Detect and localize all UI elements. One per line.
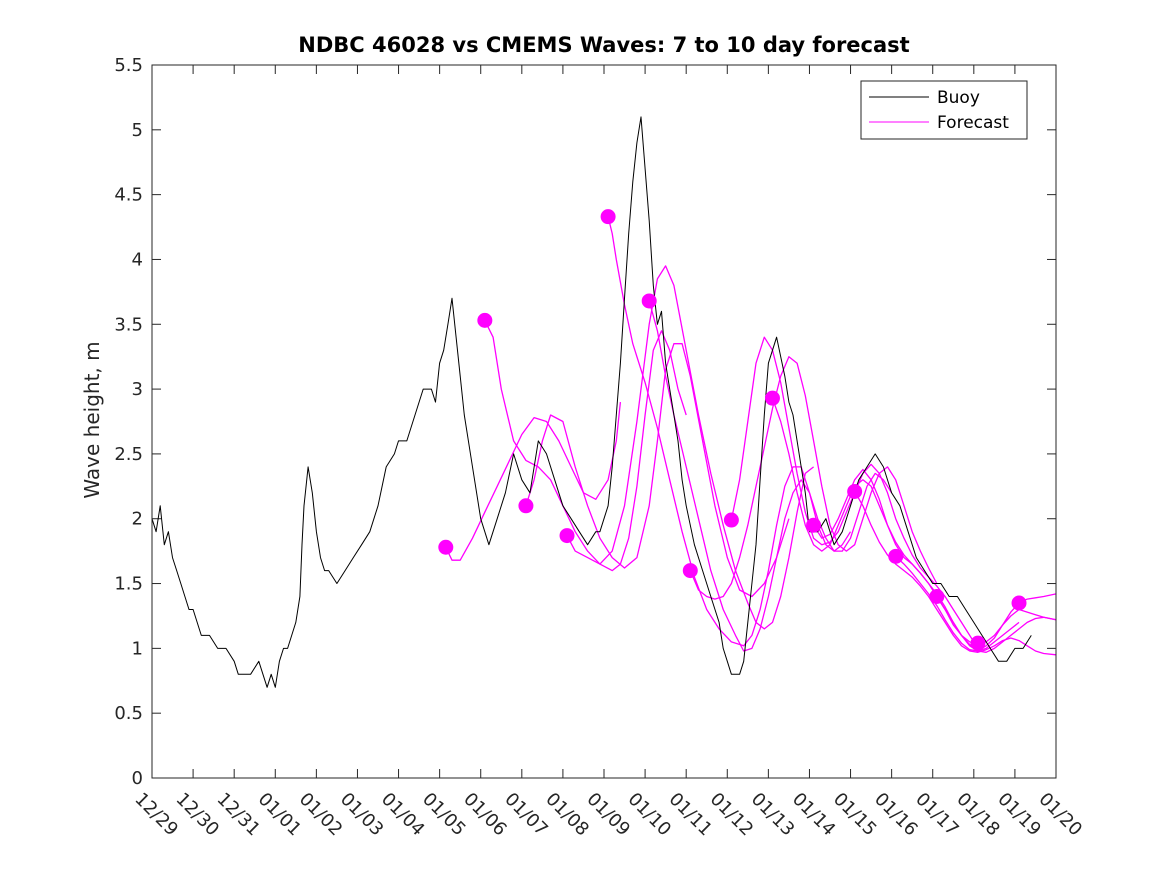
forecast-marker [518, 498, 534, 514]
y-axis: 0 0.5 1 1.5 2 2.5 3 3.5 4 4.5 5 5.5 [114, 55, 1056, 789]
forecast-line [648, 300, 893, 652]
forecast-marker [888, 548, 904, 564]
forecast-line [445, 402, 622, 561]
legend: Buoy Forecast [860, 80, 1028, 140]
forecast-marker [764, 390, 780, 406]
forecast-marker [929, 589, 945, 605]
y-tick-label: 4.5 [114, 185, 143, 206]
forecast-line [689, 356, 938, 600]
y-tick-label: 5.5 [114, 55, 143, 76]
forecast-marker [477, 312, 493, 328]
forecast-marker [641, 293, 657, 309]
forecast-line [936, 596, 1057, 646]
y-tick-label: 2.5 [114, 444, 143, 465]
forecast-line [566, 265, 815, 630]
plot-area [152, 65, 1056, 778]
y-tick-label: 1.5 [114, 574, 143, 595]
y-tick-label: 0.5 [114, 703, 143, 724]
forecast-marker [970, 635, 986, 651]
y-tick-label: 0 [132, 768, 143, 789]
forecast-marker [438, 539, 454, 555]
legend-forecast-label: Forecast [937, 113, 1009, 133]
forecast-marker [723, 512, 739, 528]
chart-title: NDBC 46028 vs CMEMS Waves: 7 to 10 day f… [298, 33, 909, 57]
buoy-series [151, 116, 1032, 688]
y-axis-label: Wave height, m [80, 341, 104, 498]
y-tick-label: 5 [132, 120, 143, 141]
forecast-marker [806, 517, 822, 533]
y-tick-label: 4 [132, 249, 143, 270]
forecast-marker [682, 563, 698, 579]
forecast-markers [438, 209, 1027, 651]
y-tick-label: 2 [132, 509, 143, 530]
y-tick-label: 3.5 [114, 314, 143, 335]
forecast-marker [1011, 595, 1027, 611]
forecast-line [854, 491, 1057, 656]
forecast-line [525, 343, 790, 598]
y-tick-label: 3 [132, 379, 143, 400]
forecast-marker [559, 528, 575, 544]
forecast-line [813, 468, 1057, 653]
y-tick-label: 1 [132, 638, 143, 659]
axes-box [151, 64, 1057, 779]
forecast-marker [600, 209, 616, 225]
legend-buoy-label: Buoy [937, 88, 980, 108]
forecast-line [607, 216, 852, 647]
forecast-line [895, 555, 1057, 652]
legend-box [860, 80, 1028, 140]
buoy-line [151, 116, 1032, 688]
forecast-marker [847, 484, 863, 500]
